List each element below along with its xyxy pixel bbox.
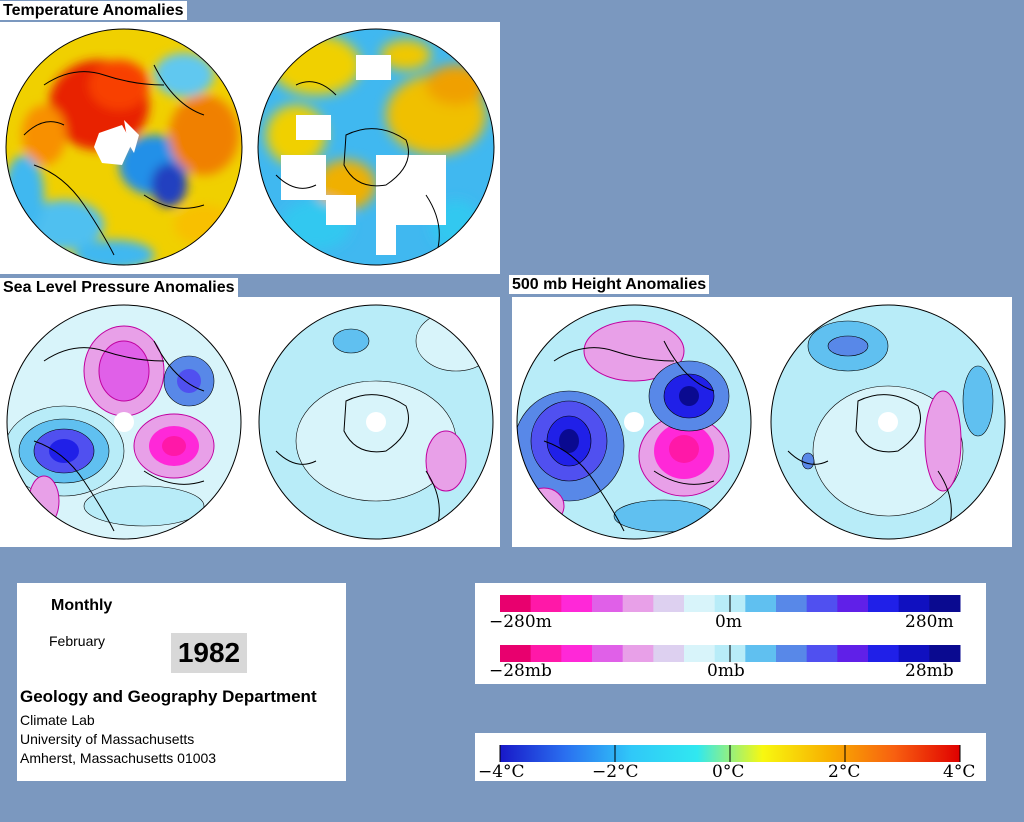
temperature-maps-panel [0,22,500,274]
pressure-color-bar [500,645,961,662]
legend-swatch [868,645,900,662]
height-label-mid: 0m [715,612,742,632]
legend-swatch [745,595,777,612]
info-box: Monthly February 1982 Geology and Geogra… [17,583,346,781]
lab-label: Climate Lab [20,712,95,728]
legend-swatch [592,595,624,612]
legend-swatch [898,595,930,612]
legend-swatch [929,645,961,662]
legend-swatch [868,595,900,612]
temperature-anomalies-title: Temperature Anomalies [0,1,187,20]
temperature-legend: −4°C −2°C 0°C 2°C 4°C [475,733,986,782]
legend-swatch [500,645,532,662]
temperature-label-plus4: 4°C [943,762,975,781]
legend-swatch [622,645,654,662]
legend-swatch [561,645,593,662]
legend-swatch [653,595,685,612]
height-label-min: −280m [489,612,552,632]
500mb-height-anomalies-title: 500 mb Height Anomalies [509,275,710,294]
legend-swatch [653,645,685,662]
temperature-label-minus2: −2°C [592,762,639,781]
temperature-label-plus2: 2°C [828,762,860,781]
legend-swatch [592,645,624,662]
sea-level-pressure-anomalies-title: Sea Level Pressure Anomalies [0,278,238,297]
pressure-label-mid: 0mb [707,661,745,681]
legend-swatch [837,595,869,612]
height-map-northern-hemisphere [516,304,752,540]
legend-swatch [500,595,532,612]
pressure-label-max: 28mb [905,661,954,681]
legend-swatch [837,645,869,662]
legend-swatch [530,595,562,612]
temperature-label-zero: 0°C [712,762,744,781]
pressure-map-southern-hemisphere [258,304,494,540]
legend-swatch [684,645,716,662]
legend-swatch [530,645,562,662]
period-label: Monthly [51,597,113,614]
university-label: University of Massachusetts [20,731,195,747]
height-pressure-legend: −280m 0m 280m −28mb 0mb 28mb [475,583,986,684]
year-label: 1982 [171,633,247,673]
pressure-label-min: −28mb [489,661,552,681]
legend-swatch [776,645,808,662]
500mb-height-maps-panel [512,297,1012,547]
height-map-southern-hemisphere [770,304,1006,540]
legend-swatch [561,595,593,612]
legend-swatch [684,595,716,612]
temperature-map-northern-hemisphere [5,28,243,266]
address-label: Amherst, Massachusetts 01003 [20,750,217,766]
height-color-bar [500,595,961,612]
month-label: February [49,633,106,649]
legend-swatch [745,645,777,662]
legend-swatch [806,595,838,612]
legend-swatch [622,595,654,612]
pressure-map-northern-hemisphere [6,304,242,540]
legend-swatch [898,645,930,662]
department-label: Geology and Geography Department [20,687,317,706]
height-label-max: 280m [905,612,954,632]
temperature-label-minus4: −4°C [478,762,525,781]
temperature-map-southern-hemisphere [257,28,495,266]
legend-swatch [806,645,838,662]
legend-swatch [776,595,808,612]
sea-level-pressure-maps-panel [0,297,500,547]
legend-swatch [929,595,961,612]
